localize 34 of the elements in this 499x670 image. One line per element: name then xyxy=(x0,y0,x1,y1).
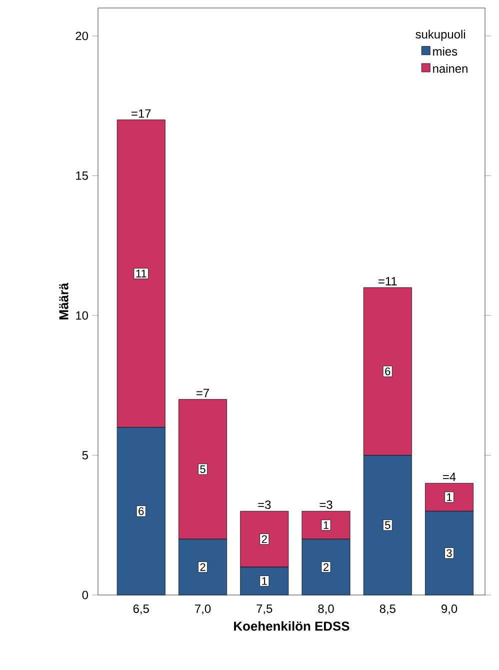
data-label: 1 xyxy=(324,521,329,529)
data-label: 2 xyxy=(324,563,329,571)
x-axis-title: Koehenkilön EDSS xyxy=(234,621,350,631)
total-label: =3 xyxy=(258,500,271,509)
data-label: 3 xyxy=(446,549,452,557)
y-tick-label: 20 xyxy=(76,32,88,40)
x-tick-label: 9,0 xyxy=(442,604,458,614)
y-tick-label: 5 xyxy=(82,451,88,460)
x-tick-label: 8,0 xyxy=(318,604,334,614)
x-tick-label: 7,0 xyxy=(195,604,211,614)
y-tick-label: 15 xyxy=(76,172,88,180)
legend-label: mies xyxy=(433,46,458,56)
x-tick-label: 7,5 xyxy=(256,604,272,614)
data-label: 5 xyxy=(385,521,390,529)
y-tick-label: 10 xyxy=(76,311,88,320)
legend-label: nainen xyxy=(433,64,468,73)
data-label: 2 xyxy=(262,535,267,543)
y-tick-label: 0 xyxy=(82,590,88,600)
total-label: =11 xyxy=(378,277,397,286)
x-tick-label: 6,5 xyxy=(133,604,149,614)
total-label: =4 xyxy=(443,472,456,481)
data-label: 6 xyxy=(138,507,144,516)
x-tick-label: 8,5 xyxy=(380,604,396,614)
y-axis-title: Määrä xyxy=(59,282,68,320)
data-label: 6 xyxy=(385,368,390,376)
data-label: 1 xyxy=(262,577,267,585)
data-label: 11 xyxy=(136,270,146,278)
total-label: =17 xyxy=(132,109,151,118)
total-label: =3 xyxy=(320,500,332,509)
total-label: =7 xyxy=(196,388,209,398)
data-label: 2 xyxy=(200,563,206,571)
data-label: 1 xyxy=(447,493,452,501)
data-label: 5 xyxy=(200,465,206,474)
legend-title: sukupuoli xyxy=(416,30,465,41)
